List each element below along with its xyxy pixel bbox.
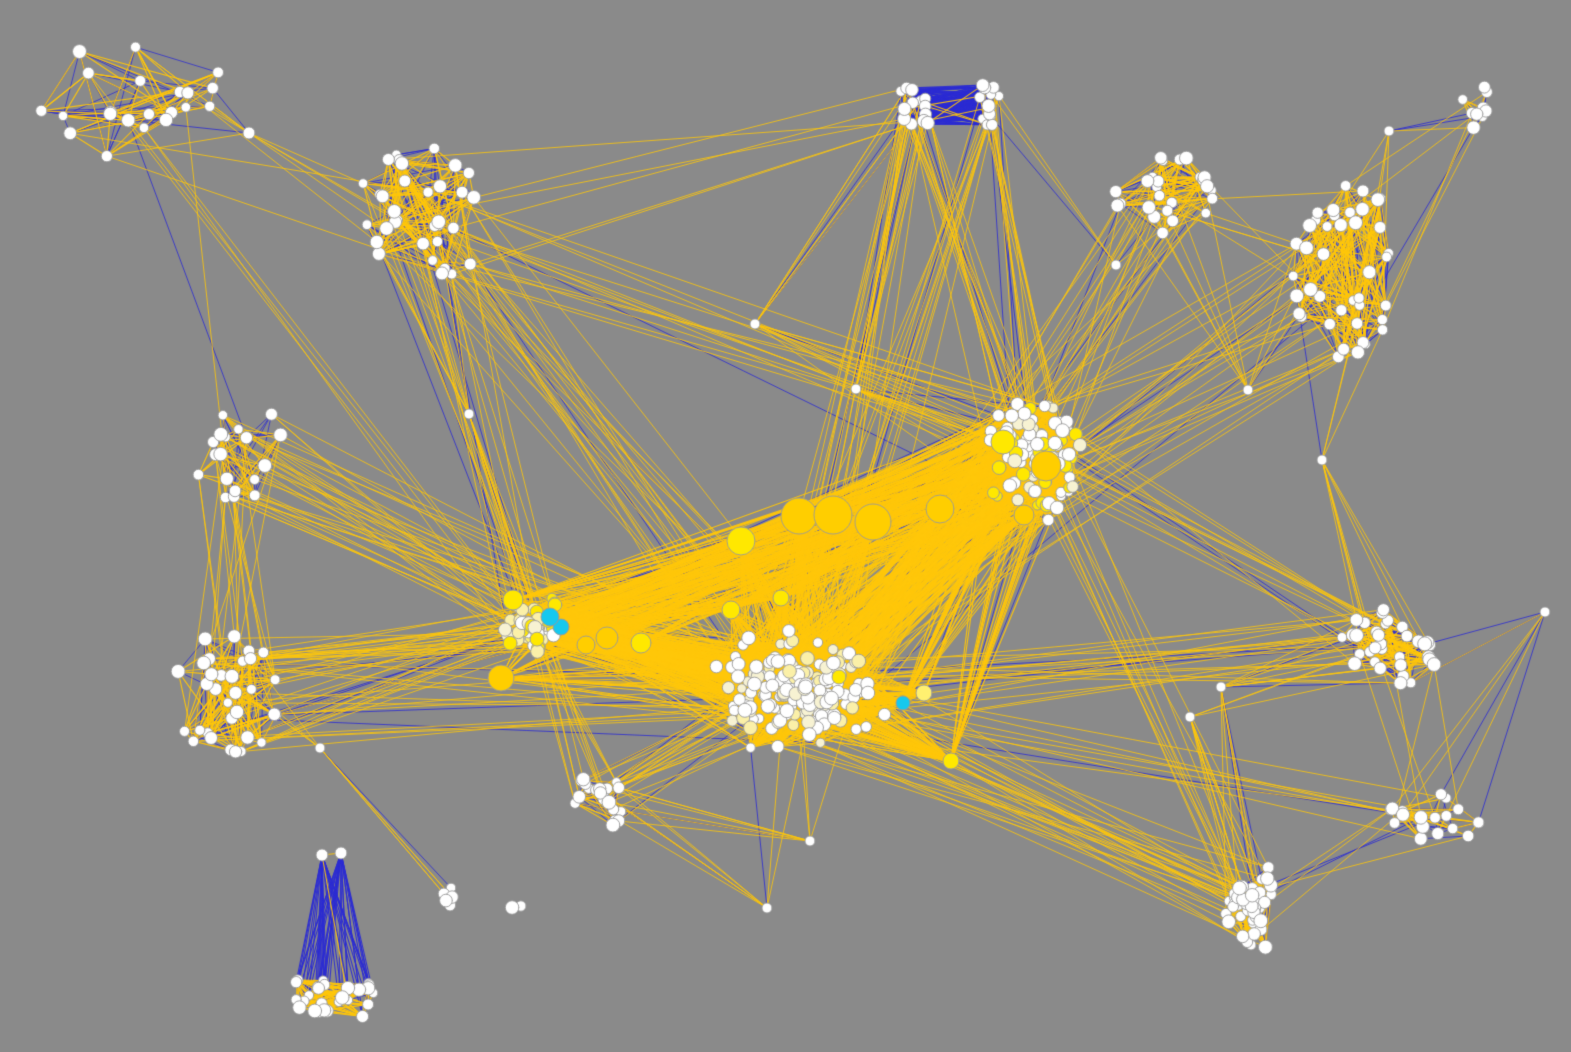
force-directed-graph-canvas[interactable] <box>0 0 1571 1052</box>
visualization-root <box>0 0 1571 1052</box>
